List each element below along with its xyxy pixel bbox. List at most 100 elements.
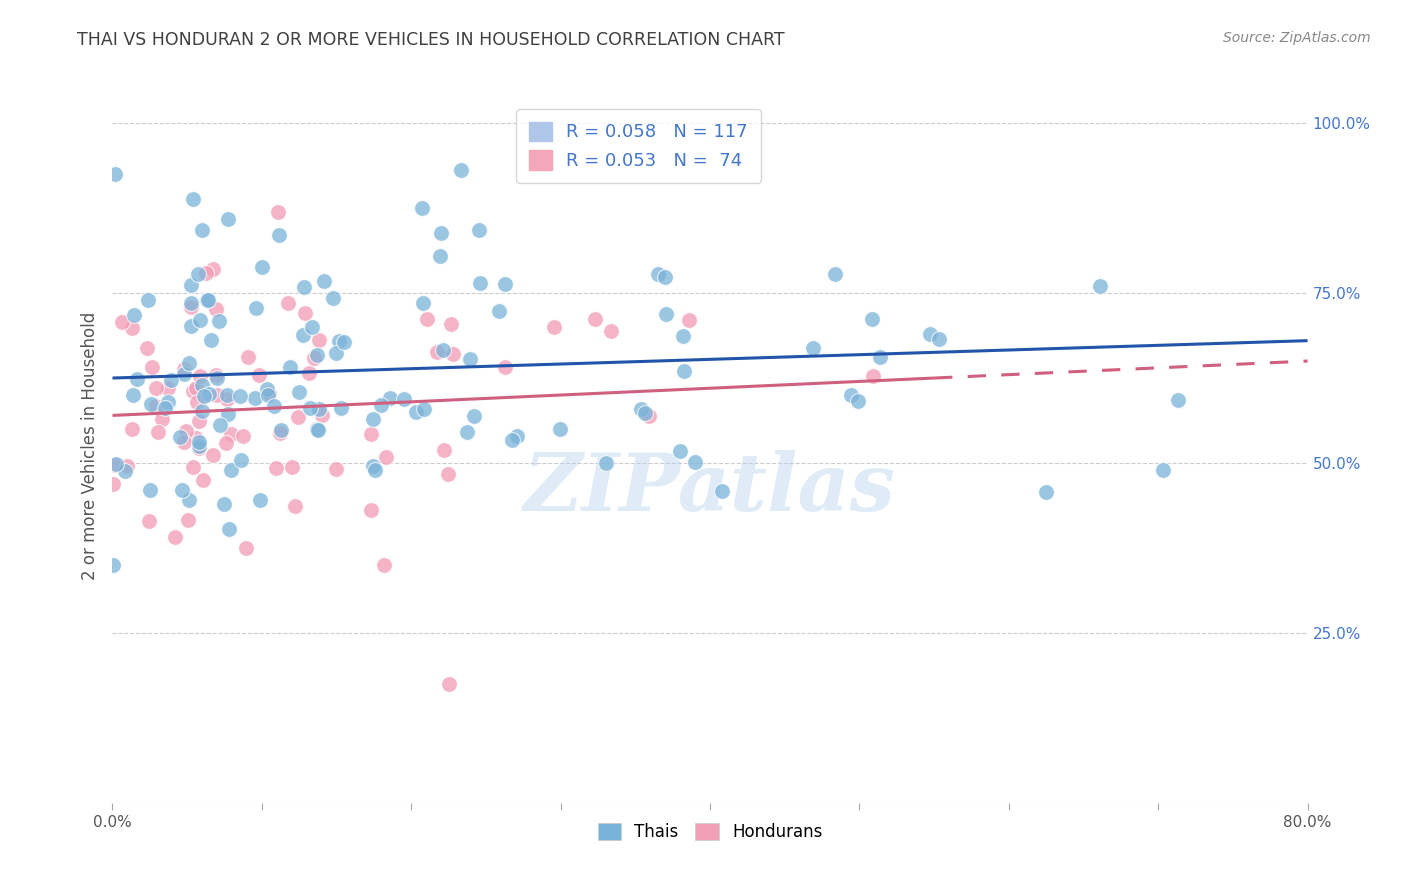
Point (266, 205, 288, 219)
Point (647, 267, 669, 281)
Point (360, 503, 382, 517)
Point (177, 513, 200, 527)
Point (291, 328, 314, 343)
Point (333, 335, 356, 350)
Point (218, 522, 240, 536)
Point (232, 429, 254, 443)
Point (307, 348, 329, 362)
Point (198, 387, 221, 401)
Point (217, 388, 239, 402)
Point (600, 324, 623, 338)
Point (141, 360, 163, 375)
Point (245, 301, 267, 316)
Point (361, 459, 384, 474)
Point (299, 401, 322, 415)
Point (163, 530, 186, 544)
Point (200, 333, 222, 347)
Point (360, 426, 382, 441)
Point (114, 464, 136, 478)
Point (308, 402, 330, 417)
Point (179, 356, 201, 370)
Point (247, 368, 270, 382)
Point (374, 450, 396, 464)
Point (458, 351, 481, 366)
Point (191, 223, 214, 237)
Point (183, 192, 205, 206)
Point (153, 401, 176, 415)
Point (437, 677, 460, 691)
Point (184, 381, 207, 395)
Point (928, 332, 950, 346)
Point (221, 426, 243, 441)
Point (426, 345, 449, 359)
Point (654, 269, 676, 284)
Point (236, 350, 259, 364)
Point (191, 473, 214, 487)
Point (450, 163, 472, 178)
Point (170, 483, 193, 497)
Point (416, 312, 439, 326)
Point (187, 442, 209, 456)
Point (673, 363, 696, 377)
Point (301, 320, 323, 334)
Point (308, 333, 330, 347)
Point (307, 423, 329, 437)
Point (111, 315, 134, 329)
Point (440, 317, 463, 331)
Point (305, 422, 328, 436)
Point (141, 397, 163, 411)
Point (322, 291, 344, 305)
Point (115, 459, 138, 474)
Point (215, 436, 238, 450)
Point (634, 406, 657, 420)
Point (249, 493, 271, 508)
Point (205, 302, 228, 317)
Point (430, 227, 453, 241)
Point (101, 476, 124, 491)
Point (543, 320, 565, 334)
Point (169, 430, 191, 444)
Point (219, 462, 242, 476)
Point (370, 399, 392, 413)
Point (174, 424, 197, 438)
Point (136, 341, 159, 355)
Point (173, 435, 195, 450)
Point (188, 313, 211, 327)
Point (494, 359, 516, 374)
Point (412, 296, 434, 310)
Point (250, 260, 273, 274)
Point (193, 389, 215, 403)
Point (846, 394, 869, 409)
Point (202, 449, 225, 463)
Point (145, 381, 167, 395)
Point (194, 266, 217, 280)
Point (173, 362, 195, 376)
Point (292, 280, 315, 294)
Point (256, 382, 278, 396)
Point (501, 434, 523, 448)
Point (205, 371, 228, 385)
Point (215, 392, 238, 407)
Point (104, 167, 127, 181)
Point (188, 439, 211, 453)
Point (328, 334, 350, 348)
Point (191, 404, 214, 418)
Point (191, 377, 214, 392)
Point (209, 417, 232, 432)
Point (139, 483, 162, 498)
Point (1167, 392, 1189, 407)
Point (380, 392, 402, 406)
Point (373, 558, 395, 572)
Point (188, 434, 211, 449)
Point (103, 458, 125, 473)
Point (235, 541, 257, 555)
Point (207, 314, 229, 328)
Point (179, 492, 201, 507)
Point (150, 411, 173, 425)
Point (288, 384, 311, 399)
Point (869, 350, 891, 364)
Point (860, 311, 883, 326)
Point (217, 407, 239, 421)
Point (488, 303, 510, 318)
Point (655, 307, 678, 321)
